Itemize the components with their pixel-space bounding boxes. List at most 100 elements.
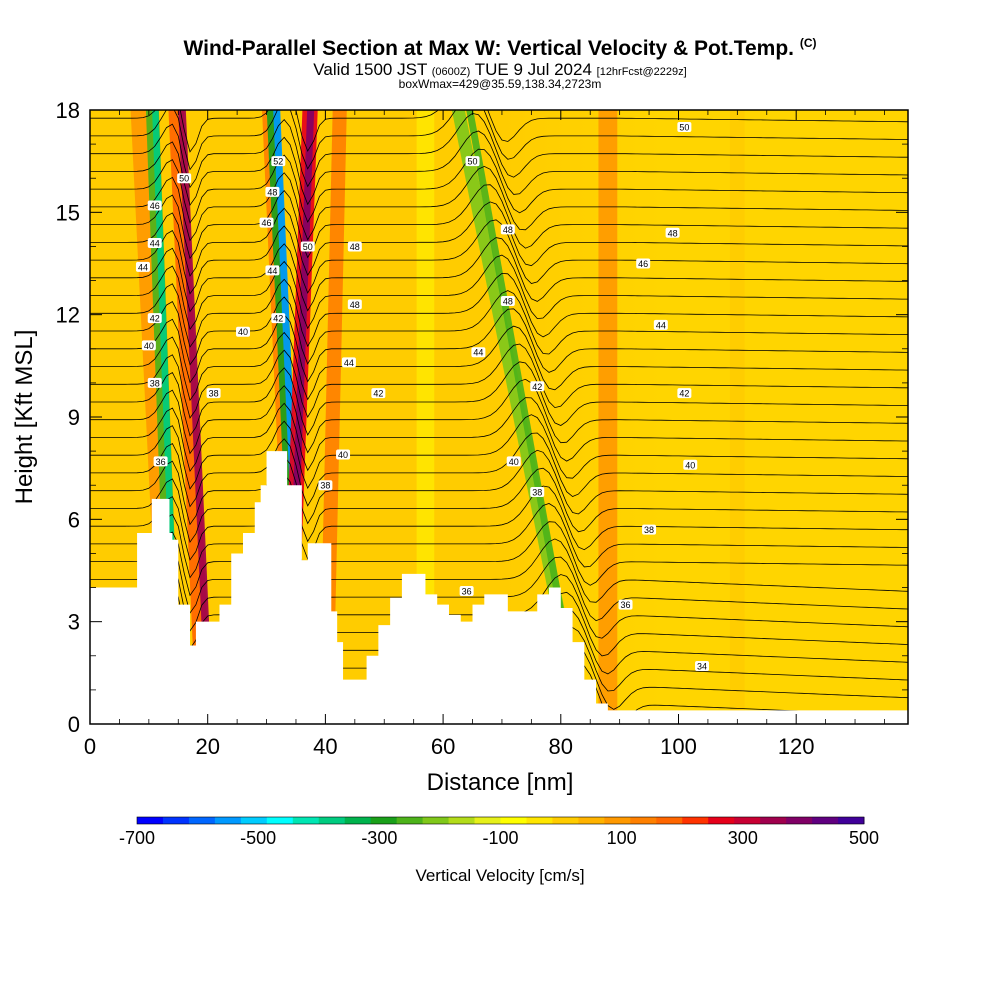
theta-contour-line	[90, 325, 908, 402]
contour-label-bg	[618, 599, 633, 610]
contour-label-bg	[259, 217, 274, 228]
colorbar-swatch	[137, 817, 164, 824]
contour-label: 38	[147, 377, 162, 388]
contour-label-bg	[677, 122, 692, 133]
y-tick-label: 3	[68, 610, 80, 635]
contour-label-text: 48	[267, 187, 277, 197]
contour-label: 46	[636, 258, 651, 269]
valid-date: TUE 9 Jul 2024	[474, 60, 592, 79]
contour-label: 48	[347, 241, 362, 252]
contour-label-text: 40	[338, 450, 348, 460]
contour-label: 48	[500, 224, 515, 235]
contour-label-text: 44	[138, 262, 148, 272]
contour-label: 38	[206, 388, 221, 399]
contour-label: 40	[141, 340, 156, 351]
contour-label-bg	[271, 156, 286, 167]
colorbar-swatch	[708, 817, 735, 824]
contour-label-text: 48	[503, 297, 513, 307]
colorbar-swatch	[500, 817, 527, 824]
contour-label-bg	[147, 200, 162, 211]
colorbar-swatch	[240, 817, 268, 824]
contour-label-bg	[271, 313, 286, 324]
contour-label-bg	[695, 661, 710, 672]
contour-label: 42	[147, 313, 162, 324]
x-tick-label: 40	[313, 734, 337, 759]
contour-label-bg	[153, 456, 168, 467]
colorbar-swatch	[812, 817, 839, 824]
contour-label-bg	[141, 340, 156, 351]
contour-label-text: 48	[668, 228, 678, 238]
colorbar-swatch	[214, 817, 242, 824]
velocity-band-13	[598, 110, 618, 724]
theta-contour-line	[90, 414, 908, 490]
velocity-band-15	[729, 110, 745, 724]
contour-label: 44	[265, 265, 280, 276]
contour-label-text: 38	[209, 389, 219, 399]
colorbar: -700 -500 -300 -100 100 300 500	[119, 816, 879, 848]
contour-label: 44	[341, 357, 356, 368]
colorbar-swatch	[266, 817, 294, 824]
contour-label: 50	[677, 122, 692, 133]
valid-utc: (0600Z)	[431, 66, 471, 78]
contour-label: 48	[347, 299, 362, 310]
theta-contour-line	[90, 272, 908, 348]
contour-label-text: 50	[468, 157, 478, 167]
y-tick-label: 9	[68, 405, 80, 430]
theta-contour-line	[90, 237, 908, 313]
theta-contour-line	[90, 538, 908, 614]
colorbar-swatch	[604, 817, 631, 824]
contour-label: 52	[271, 156, 286, 167]
contour-label-text: 50	[179, 174, 189, 184]
contour-label: 36	[459, 585, 474, 596]
contour-label-bg	[318, 480, 333, 491]
velocity-band-14	[416, 110, 435, 724]
theta-contour-line	[90, 290, 908, 366]
contour-label-text: 44	[150, 239, 160, 249]
contour-label-bg	[236, 326, 251, 337]
contour-label-bg	[147, 238, 162, 249]
contour-label: 44	[653, 319, 668, 330]
theta-contour-line	[90, 110, 908, 171]
contour-label-bg	[683, 459, 698, 470]
x-tick-label: 60	[431, 734, 455, 759]
contour-label-bg	[177, 173, 192, 184]
contour-label-bg	[147, 313, 162, 324]
colorbar-tick-label: 300	[728, 828, 758, 848]
contour-label-text: 40	[238, 327, 248, 337]
colorbar-swatch	[734, 817, 761, 824]
contour-label-text: 42	[532, 382, 542, 392]
contour-label: 42	[371, 388, 386, 399]
y-axis-label: Height [Kft MSL]	[11, 330, 38, 505]
contour-label-bg	[265, 186, 280, 197]
contour-label: 38	[642, 524, 657, 535]
contour-label-bg	[642, 524, 657, 535]
contour-label-text: 38	[320, 481, 330, 491]
contour-label-bg	[341, 357, 356, 368]
contour-label-text: 36	[156, 457, 166, 467]
contour-label: 40	[336, 449, 351, 460]
chart-title-text: Wind-Parallel Section at Max W: Vertical…	[183, 37, 794, 60]
x-axis-label: Distance [nm]	[427, 769, 574, 796]
colorbar-swatch	[318, 817, 346, 824]
colorbar-swatch	[344, 817, 372, 824]
contour-label-text: 40	[685, 460, 695, 470]
contour-label-bg	[636, 258, 651, 269]
colorbar-swatch	[396, 817, 424, 824]
contour-label-text: 40	[144, 341, 154, 351]
chart-title: Wind-Parallel Section at Max W: Vertical…	[0, 36, 1000, 61]
contour-label: 38	[530, 487, 545, 498]
colorbar-swatch	[422, 817, 450, 824]
colorbar-tick-label: -700	[119, 828, 155, 848]
box-wmax-info: boxWmax=429@35.59,138.34,2723m	[398, 77, 602, 91]
contour-label-bg	[506, 456, 521, 467]
theta-contour-line	[90, 112, 908, 189]
colorbar-swatch	[656, 817, 683, 824]
contour-label-text: 50	[303, 242, 313, 252]
y-tick-label: 15	[56, 200, 80, 225]
contour-label-bg	[665, 227, 680, 238]
theta-contour-line	[90, 201, 908, 277]
contour-label-text: 42	[373, 389, 383, 399]
contour-label: 48	[500, 296, 515, 307]
